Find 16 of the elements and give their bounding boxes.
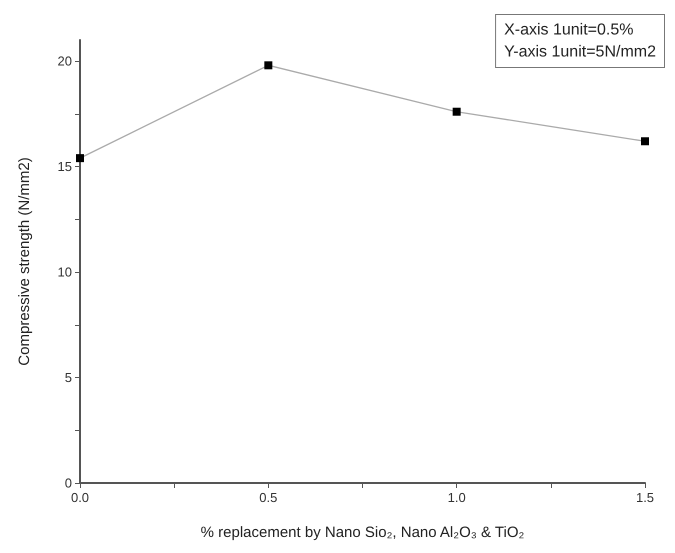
annotation: X-axis 1unit=0.5% Y-axis 1unit=5N/mm2 (504, 22, 656, 60)
point (76, 154, 84, 162)
y-axis-title: Compressive strength (N/mm2) (16, 157, 33, 366)
x-tick-label: 1.0 (448, 490, 466, 505)
y-tick-label: 10 (58, 264, 72, 280)
x-tick-label: 0.0 (70, 490, 90, 505)
y-tick-label: 20 (58, 54, 72, 69)
y-tick-label: 15 (58, 159, 72, 174)
x-tick-label: 1.5 (636, 490, 654, 505)
x-tick-label: 0.5 (259, 490, 278, 505)
x-axis-title: % replacement by Nano Sio₂, Nano Al₂O₃ & TiO₂ (200, 524, 525, 541)
point (264, 61, 272, 70)
point (641, 137, 649, 146)
point (452, 108, 461, 116)
y-tick-label: 5 (64, 370, 72, 386)
y-tick-label: 0 (64, 476, 72, 490)
